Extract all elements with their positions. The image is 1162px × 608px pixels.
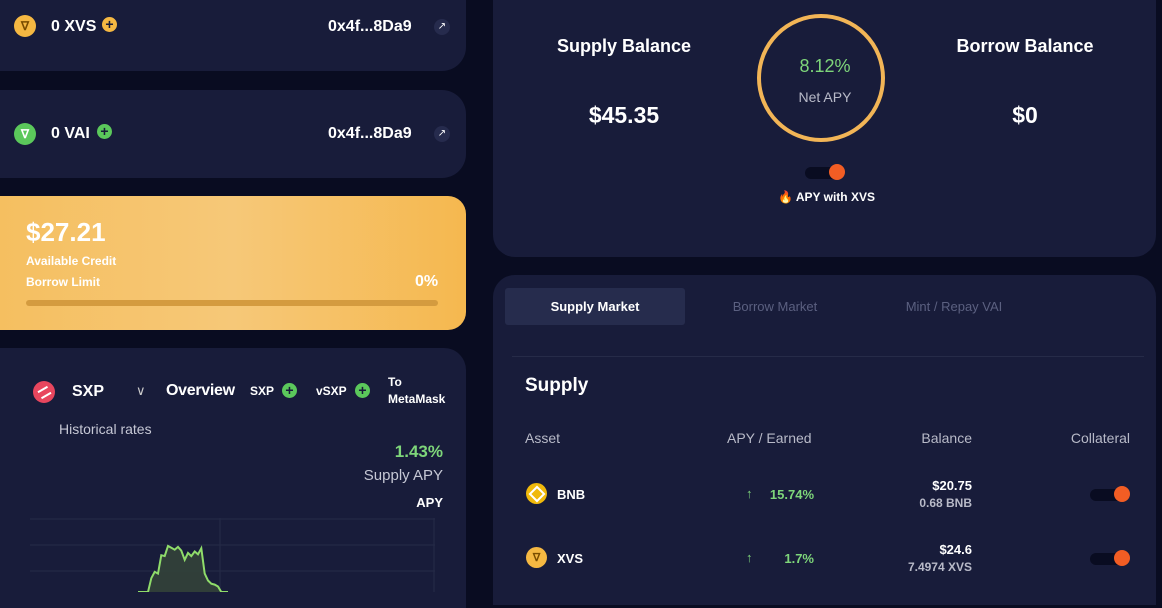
net-apy-ring (757, 14, 885, 142)
xvs-address[interactable]: 0x4f...8Da9 (328, 18, 412, 35)
net-apy-value: 8.12% (799, 56, 851, 76)
toggle-knob (1114, 486, 1130, 502)
asset-balance-token: 0.68 BNB (919, 496, 972, 510)
tab-mint-repay-vai[interactable]: Mint / Repay VAI (905, 299, 1003, 314)
supply-section-title: Supply (525, 375, 589, 396)
xvs-icon: ∇ (526, 547, 547, 568)
borrow-limit-percent: 0% (415, 273, 439, 290)
bnb-icon (526, 483, 547, 504)
header-apy-earned: APY / Earned (727, 430, 812, 446)
markets-card (493, 275, 1156, 605)
vai-balance-card: ∇ 0 VAI + 0x4f...8Da9 ↗ (0, 90, 466, 178)
header-balance: Balance (921, 430, 972, 446)
supply-apy-value: 1.43% (394, 442, 443, 461)
collateral-toggle[interactable] (1090, 550, 1130, 566)
apy-history-chart (30, 518, 435, 592)
available-credit-amount: $27.21 (26, 217, 106, 247)
to-metamask-link[interactable]: To MetaMask (388, 374, 458, 408)
collateral-toggle[interactable] (1090, 486, 1130, 502)
overview-title: Overview (166, 382, 235, 399)
net-apy-label: Net APY (798, 89, 852, 105)
asset-balance-token: 7.4974 XVS (907, 560, 972, 574)
borrow-limit-bar (26, 300, 438, 306)
asset-apy: 1.7% (784, 551, 814, 566)
available-credit-label: Available Credit (26, 254, 117, 268)
toggle-knob (829, 164, 845, 180)
external-link-icon[interactable]: ↗ (434, 126, 450, 142)
apy-chart-label: APY (416, 495, 443, 510)
asset-name: XVS (557, 551, 584, 566)
apy-with-xvs-toggle[interactable] (805, 164, 845, 180)
header-collateral: Collateral (1070, 430, 1130, 446)
xvs-balance-card: ∇ 0 XVS + 0x4f...8Da9 ↗ (0, 0, 466, 71)
to-metamask-line2: MetaMask (388, 392, 446, 406)
tab-borrow-market[interactable]: Borrow Market (732, 299, 818, 314)
arrow-up-icon: ↑ (746, 550, 753, 565)
apy-history-area (138, 546, 228, 592)
vai-icon: ∇ (14, 123, 36, 145)
market-symbol[interactable]: SXP (72, 383, 105, 400)
chevron-down-icon[interactable]: ∨ (136, 383, 146, 398)
historical-rates-label: Historical rates (59, 421, 152, 437)
apy-with-xvs-label: 🔥 APY with XVS (778, 190, 875, 204)
arrow-up-icon: ↑ (746, 486, 753, 501)
sxp-icon (33, 381, 55, 403)
borrow-balance-value: $0 (1012, 102, 1038, 128)
vai-balance-label: 0 VAI (51, 125, 90, 142)
asset-apy: 15.74% (769, 487, 814, 502)
asset-name: BNB (557, 487, 586, 502)
borrow-balance-label: Borrow Balance (956, 36, 1094, 56)
supply-balance-value: $45.35 (588, 102, 660, 128)
add-vsxp-icon[interactable]: + (355, 383, 370, 398)
asset-balance-usd: $20.75 (932, 478, 972, 493)
supply-balance-label: Supply Balance (556, 36, 692, 56)
tabs-divider (512, 356, 1144, 357)
xvs-balance-label: 0 XVS (51, 18, 97, 35)
apy-history-line (138, 544, 228, 592)
asset-balance-usd: $24.6 (939, 542, 972, 557)
add-xvs-icon[interactable]: + (102, 17, 117, 32)
external-link-icon[interactable]: ↗ (434, 19, 450, 35)
add-sxp-label: SXP (250, 384, 275, 398)
vai-address[interactable]: 0x4f...8Da9 (328, 125, 412, 142)
market-overview-card (0, 348, 466, 608)
xvs-icon: ∇ (14, 15, 36, 37)
add-sxp-icon[interactable]: + (282, 383, 297, 398)
add-vai-icon[interactable]: + (97, 124, 112, 139)
add-vsxp-label: vSXP (316, 384, 347, 398)
to-metamask-line1: To (388, 375, 402, 389)
tab-supply-market[interactable]: Supply Market (505, 288, 685, 325)
available-credit-card: $27.21 Available Credit Borrow Limit 0% (0, 196, 466, 330)
borrow-limit-label: Borrow Limit (26, 275, 100, 289)
header-asset: Asset (525, 430, 561, 446)
toggle-knob (1114, 550, 1130, 566)
supply-apy-label: Supply APY (363, 467, 443, 484)
